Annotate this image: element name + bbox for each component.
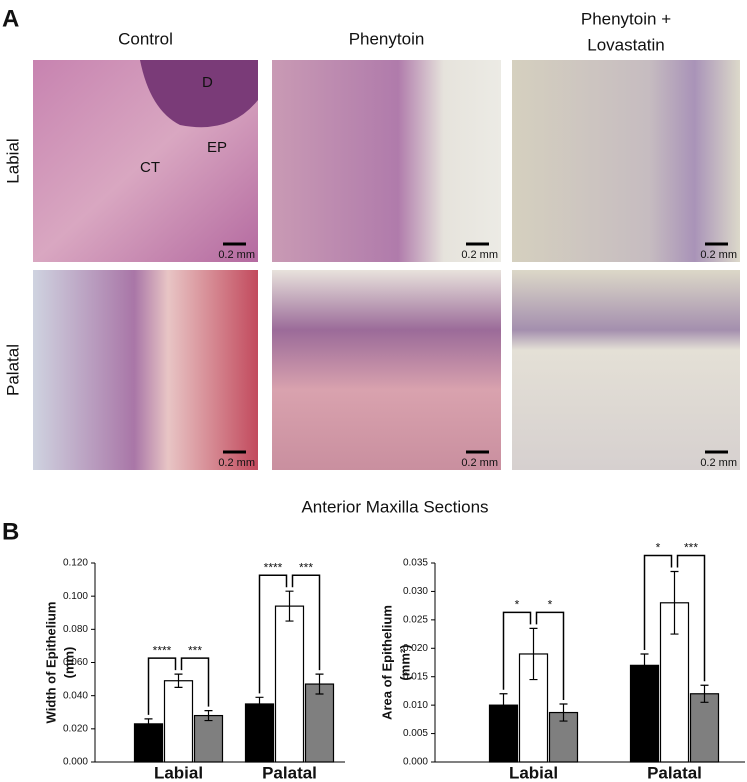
bar xyxy=(244,703,275,763)
image-annotation: D xyxy=(202,74,213,91)
significance-bracket xyxy=(502,611,532,690)
scale-bar-label: 0.2 mm xyxy=(461,457,498,469)
y-tick-label: 0.010 xyxy=(403,700,428,711)
image-annotation: EP xyxy=(207,139,227,156)
bar xyxy=(304,683,335,763)
significance-bracket xyxy=(258,574,288,694)
error-bar xyxy=(700,684,709,703)
y-axis-label: Width of Epithelium xyxy=(43,602,58,724)
bar xyxy=(689,693,720,763)
y-axis-label: (mm) xyxy=(61,647,76,679)
column-header: Phenytoin + xyxy=(581,9,671,28)
y-tick-label: 0.060 xyxy=(63,657,88,668)
y-tick-label: 0.000 xyxy=(403,757,428,768)
significance-label: **** xyxy=(153,643,172,657)
bar xyxy=(193,714,224,763)
significance-label: **** xyxy=(264,560,283,574)
column-header: Lovastatin xyxy=(587,35,665,54)
histology-image xyxy=(33,270,258,470)
y-tick-label: 0.035 xyxy=(403,558,428,569)
scale-bar-label: 0.2 mm xyxy=(218,249,255,261)
image-annotation: CT xyxy=(140,159,160,176)
y-tick-label: 0.000 xyxy=(63,757,88,768)
panel-label: B xyxy=(2,518,19,545)
significance-bracket xyxy=(676,554,706,682)
column-header: Control xyxy=(118,29,173,48)
x-tick-label: Labial xyxy=(154,763,203,782)
significance-label: * xyxy=(656,541,661,555)
error-bar xyxy=(285,590,294,622)
significance-label: * xyxy=(548,598,553,612)
histology-image xyxy=(512,270,740,470)
significance-bracket xyxy=(180,657,210,707)
y-tick-label: 0.030 xyxy=(403,586,428,597)
error-bar xyxy=(174,673,183,688)
y-axis-label: Area of Epithelium xyxy=(379,605,394,720)
error-bar xyxy=(499,693,508,718)
histology-image xyxy=(272,270,501,470)
histology-image xyxy=(272,60,501,262)
y-tick-label: 0.005 xyxy=(403,728,428,739)
y-axis-label: (mm²) xyxy=(397,644,412,680)
panel-label: A xyxy=(2,5,19,32)
error-bar xyxy=(204,709,213,722)
bar xyxy=(163,680,194,763)
error-bar xyxy=(559,703,568,722)
y-tick-label: 0.025 xyxy=(403,614,428,625)
scale-bar-label: 0.2 mm xyxy=(700,457,737,469)
error-bar xyxy=(529,627,538,681)
error-bar xyxy=(670,570,679,635)
bar xyxy=(629,664,660,763)
y-tick-label: 0.020 xyxy=(403,643,428,654)
panel-title: Anterior Maxilla Sections xyxy=(301,497,488,516)
bar xyxy=(133,723,164,763)
significance-label: *** xyxy=(299,560,313,574)
significance-label: * xyxy=(515,598,520,612)
x-tick-label: Palatal xyxy=(647,763,702,782)
error-bar xyxy=(315,673,324,695)
significance-bracket xyxy=(147,657,177,715)
y-tick-label: 0.100 xyxy=(63,591,88,602)
scale-bar-label: 0.2 mm xyxy=(218,457,255,469)
tooth-dentin xyxy=(140,60,258,128)
significance-bracket xyxy=(643,554,673,650)
y-tick-label: 0.040 xyxy=(63,690,88,701)
bar xyxy=(274,605,305,763)
y-tick-label: 0.120 xyxy=(63,558,88,569)
histology-image xyxy=(512,60,740,262)
row-label: Labial xyxy=(3,138,22,183)
significance-label: *** xyxy=(188,643,202,657)
x-tick-label: Palatal xyxy=(262,763,317,782)
significance-label: *** xyxy=(684,541,698,555)
scale-bar-label: 0.2 mm xyxy=(700,249,737,261)
error-bar xyxy=(255,696,264,712)
y-tick-label: 0.020 xyxy=(63,723,88,734)
error-bar xyxy=(640,653,649,678)
y-tick-label: 0.080 xyxy=(63,624,88,635)
error-bar xyxy=(144,718,153,730)
scale-bar-label: 0.2 mm xyxy=(461,249,498,261)
column-header: Phenytoin xyxy=(349,29,425,48)
row-label: Palatal xyxy=(3,344,22,396)
y-tick-label: 0.015 xyxy=(403,671,428,682)
significance-bracket xyxy=(535,611,565,701)
significance-bracket xyxy=(291,574,321,671)
x-tick-label: Labial xyxy=(509,763,558,782)
